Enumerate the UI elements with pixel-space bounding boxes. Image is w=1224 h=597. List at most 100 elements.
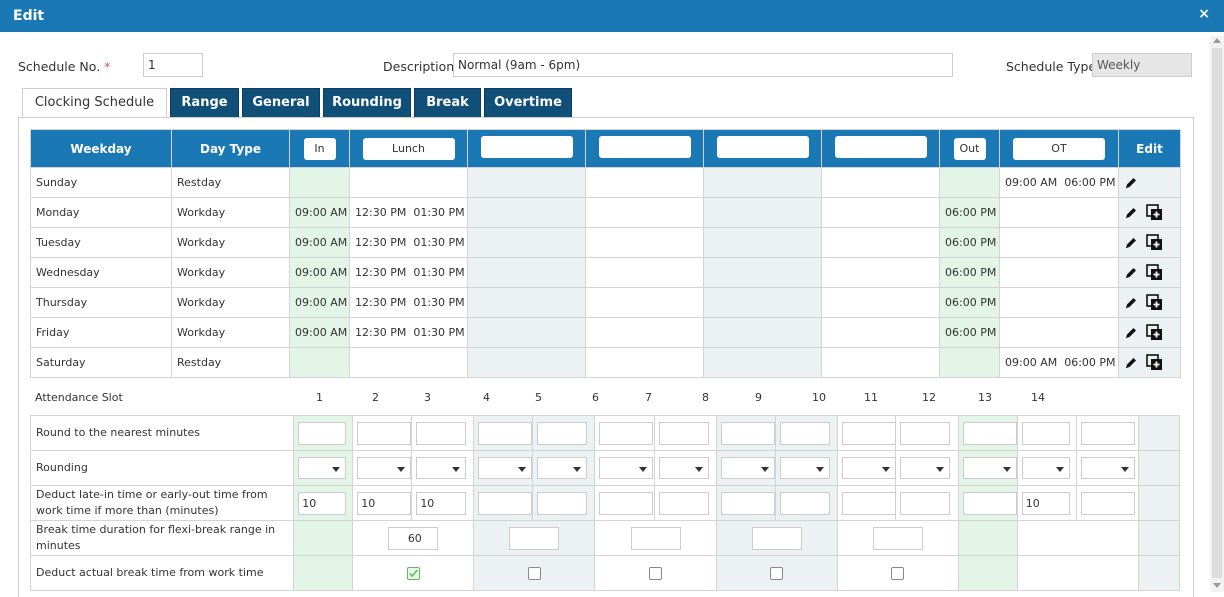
in-header-button[interactable]: In xyxy=(303,137,336,160)
attendance-slot-number: 14 xyxy=(1031,391,1045,404)
out-header-button[interactable]: Out xyxy=(953,137,986,160)
deduct-late-input[interactable] xyxy=(962,491,1017,515)
round-nearest-input[interactable] xyxy=(841,421,896,445)
round-nearest-input[interactable] xyxy=(1080,421,1135,445)
round-nearest-input[interactable] xyxy=(537,421,588,445)
rounding-select[interactable] xyxy=(962,457,1017,479)
attendance-slot-number: 13 xyxy=(978,391,992,404)
attendance-slot-number: 2 xyxy=(372,391,379,404)
rounding-select[interactable] xyxy=(899,457,950,479)
pencil-icon[interactable] xyxy=(1124,206,1138,220)
deduct-late-input[interactable]: 10 xyxy=(416,491,467,515)
description-input[interactable] xyxy=(453,53,953,77)
rounding-select[interactable] xyxy=(841,457,896,479)
round-nearest-input[interactable] xyxy=(1021,421,1070,445)
lunch-header-button[interactable]: Lunch xyxy=(362,137,455,160)
round-nearest-input[interactable] xyxy=(899,421,950,445)
schedule-no-input[interactable] xyxy=(143,53,203,77)
round-nearest-input[interactable] xyxy=(658,421,709,445)
weekday-cell: Monday xyxy=(30,197,172,228)
close-icon[interactable]: × xyxy=(1198,6,1210,22)
round-nearest-input[interactable] xyxy=(357,421,412,445)
deduct-break-checkbox[interactable] xyxy=(406,566,420,580)
rounding-select[interactable] xyxy=(357,457,412,479)
deduct-break-checkbox[interactable] xyxy=(527,566,541,580)
deduct-break-checkbox[interactable] xyxy=(770,566,784,580)
break-duration-input[interactable] xyxy=(872,526,923,550)
add-copy-icon[interactable] xyxy=(1146,204,1163,221)
deduct-late-input[interactable]: 10 xyxy=(1021,491,1070,515)
break-duration-input[interactable]: 60 xyxy=(388,526,439,550)
deduct-late-input[interactable] xyxy=(658,491,709,515)
attendance-cell xyxy=(894,450,959,486)
pencil-icon[interactable] xyxy=(1124,176,1138,190)
add-copy-icon[interactable] xyxy=(1146,264,1163,281)
deduct-late-input[interactable]: 10 xyxy=(357,491,412,515)
rounding-select[interactable] xyxy=(298,457,347,479)
rounding-select[interactable] xyxy=(1021,457,1070,479)
rounding-select[interactable] xyxy=(658,457,709,479)
pencil-icon[interactable] xyxy=(1124,326,1138,340)
add-copy-icon[interactable] xyxy=(1146,354,1163,371)
round-nearest-input[interactable] xyxy=(962,421,1017,445)
tab-break[interactable]: Break xyxy=(414,88,481,118)
deduct-late-input[interactable] xyxy=(478,491,533,515)
round-nearest-input[interactable] xyxy=(416,421,467,445)
out-cell: 06:00 PM xyxy=(939,317,1000,348)
rounding-select[interactable] xyxy=(720,457,775,479)
rounding-select[interactable] xyxy=(537,457,588,479)
add-copy-icon[interactable] xyxy=(1146,234,1163,251)
slot-header-button[interactable] xyxy=(834,136,927,158)
slot-header-button[interactable] xyxy=(598,136,691,158)
pencil-icon[interactable] xyxy=(1124,296,1138,310)
slot-header-button[interactable] xyxy=(716,136,809,158)
attendance-cell: 10 xyxy=(293,485,354,521)
add-copy-icon[interactable] xyxy=(1146,294,1163,311)
deduct-late-input[interactable] xyxy=(779,491,830,515)
tab-general[interactable]: General xyxy=(242,88,320,118)
deduct-break-checkbox[interactable] xyxy=(649,566,662,580)
schedule-type-input[interactable] xyxy=(1092,53,1192,77)
tab-rounding[interactable]: Rounding xyxy=(323,88,411,118)
rounding-select[interactable] xyxy=(779,457,830,479)
deduct-late-input[interactable] xyxy=(599,491,654,515)
break-duration-input[interactable] xyxy=(630,526,681,550)
round-nearest-input[interactable] xyxy=(478,421,533,445)
break-duration-input[interactable] xyxy=(751,526,802,550)
add-copy-icon[interactable] xyxy=(1146,324,1163,341)
attendance-cell xyxy=(715,415,776,451)
vertical-scrollbar[interactable] xyxy=(1210,36,1224,592)
deduct-late-input[interactable] xyxy=(841,491,896,515)
round-nearest-input[interactable] xyxy=(599,421,654,445)
deduct-late-input[interactable] xyxy=(1080,491,1135,515)
tab-range[interactable]: Range xyxy=(170,88,239,118)
scroll-up-icon[interactable] xyxy=(1213,38,1221,43)
attendance-cell xyxy=(532,450,596,486)
ot-cell xyxy=(999,197,1119,228)
break-duration-input[interactable] xyxy=(509,526,560,550)
deduct-late-input[interactable]: 10 xyxy=(298,491,347,515)
tab-overtime[interactable]: Overtime xyxy=(484,88,572,118)
rounding-select[interactable] xyxy=(1080,457,1135,479)
tab-clocking-schedule[interactable]: Clocking Schedule xyxy=(22,88,167,118)
deduct-late-input[interactable] xyxy=(899,491,950,515)
attendance-cell xyxy=(957,450,1018,486)
round-nearest-input[interactable] xyxy=(779,421,830,445)
edit-cell xyxy=(1118,347,1181,378)
slot-cell xyxy=(585,287,704,318)
scroll-down-icon[interactable] xyxy=(1213,583,1221,588)
rounding-select[interactable] xyxy=(599,457,654,479)
deduct-late-input[interactable] xyxy=(720,491,775,515)
deduct-late-input[interactable] xyxy=(537,491,588,515)
rounding-select[interactable] xyxy=(416,457,467,479)
rounding-select[interactable] xyxy=(478,457,533,479)
round-nearest-input[interactable] xyxy=(298,421,347,445)
pencil-icon[interactable] xyxy=(1124,356,1138,370)
scroll-thumb[interactable] xyxy=(1212,48,1222,578)
ot-header-button[interactable]: OT xyxy=(1013,137,1105,160)
slot-header-button[interactable] xyxy=(480,136,573,158)
deduct-break-checkbox[interactable] xyxy=(891,566,905,580)
round-nearest-input[interactable] xyxy=(720,421,775,445)
pencil-icon[interactable] xyxy=(1124,236,1138,250)
pencil-icon[interactable] xyxy=(1124,266,1138,280)
